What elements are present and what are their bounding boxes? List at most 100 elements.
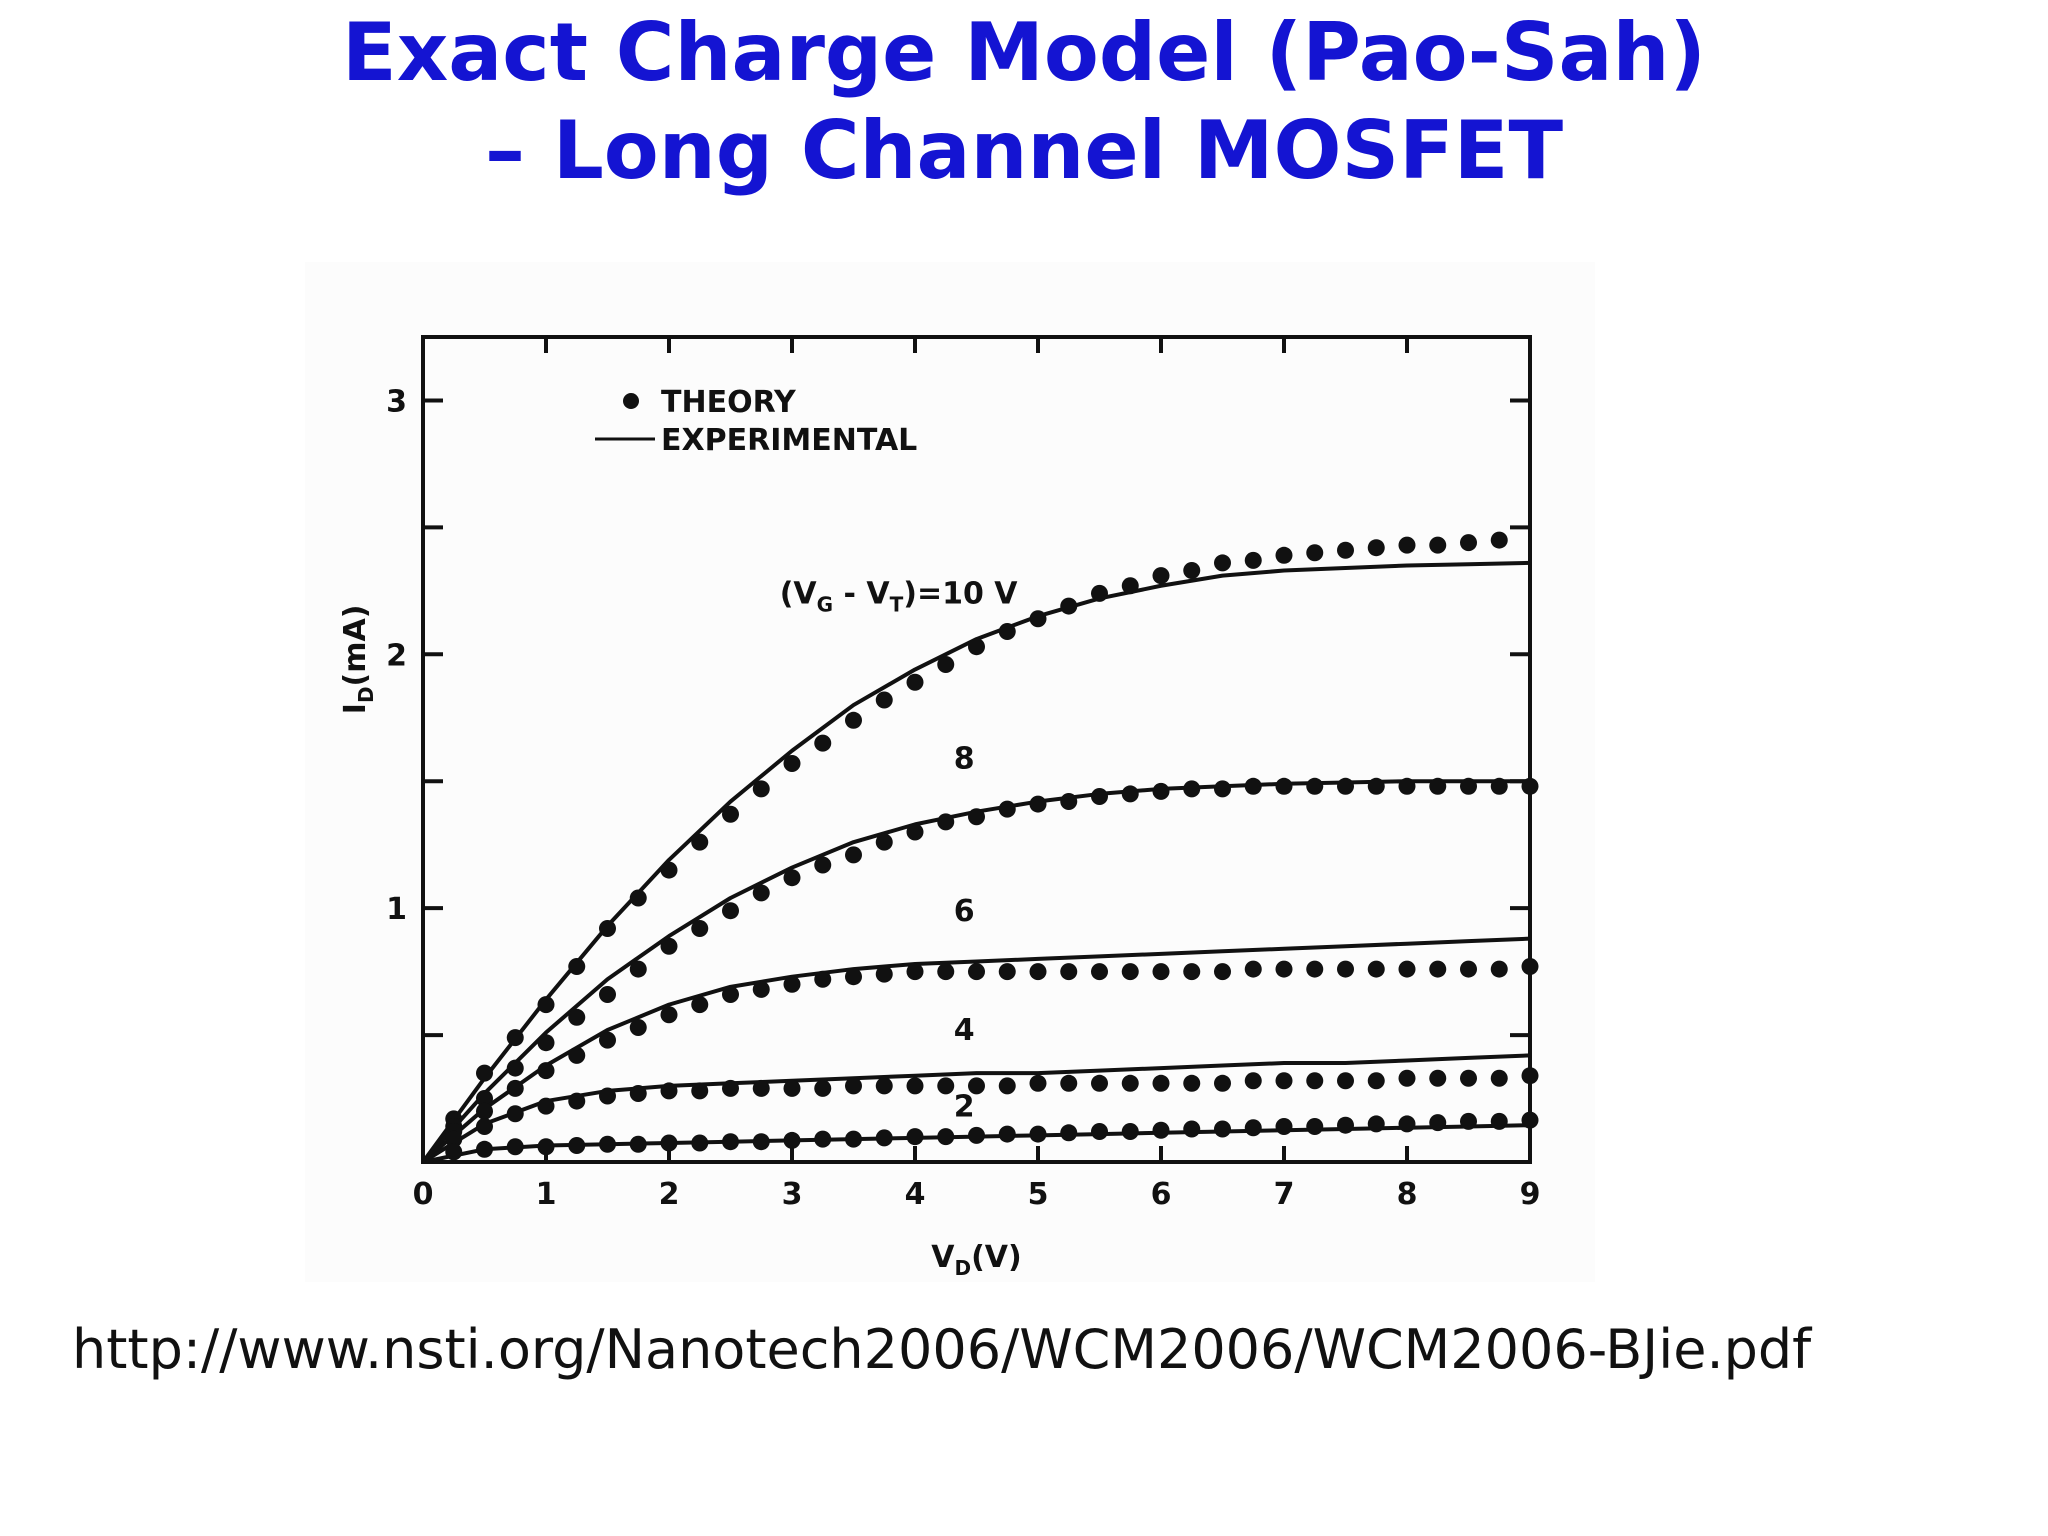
theory-point-8 <box>1521 777 1539 795</box>
figure-scan: 0 1 2 3 4 5 6 7 8 9 1 2 3 VD(V) ID(mA) THEORY EXPERIMENT… <box>305 262 1595 1282</box>
theory-point-2 <box>1244 1119 1262 1137</box>
theory-point-6 <box>998 963 1016 981</box>
theory-point-10v <box>906 673 924 691</box>
theory-point-4 <box>1429 1069 1447 1087</box>
theory-point-10v <box>1367 539 1385 557</box>
theory-point-10v <box>1029 610 1047 628</box>
legend-dot-marker <box>623 393 639 409</box>
theory-point-2 <box>1183 1120 1201 1138</box>
theory-point-6 <box>1121 963 1139 981</box>
theory-point-6 <box>1398 960 1416 978</box>
theory-point-10v <box>1275 546 1293 564</box>
theory-point-8 <box>1029 795 1047 813</box>
theory-point-6 <box>1490 960 1508 978</box>
experimental-curve-6 <box>421 936 1531 1164</box>
legend-experimental-label: EXPERIMENTAL <box>661 423 917 458</box>
theory-point-8 <box>1306 777 1324 795</box>
theory-point-2 <box>752 1133 770 1151</box>
theory-point-8 <box>1152 782 1170 800</box>
theory-point-8 <box>1183 780 1201 798</box>
theory-point-4 <box>722 1079 739 1097</box>
theory-point-6 <box>1367 960 1385 978</box>
theory-point-2 <box>1429 1114 1447 1132</box>
theory-point-10v <box>1429 536 1447 554</box>
theory-point-4 <box>783 1079 801 1097</box>
theory-point-8 <box>1121 785 1139 803</box>
theory-point-2 <box>722 1133 739 1151</box>
theory-point-10v <box>998 622 1016 640</box>
theory-point-6 <box>599 1031 616 1049</box>
theory-point-8 <box>1060 793 1078 811</box>
theory-point-4 <box>599 1087 616 1105</box>
theory-point-4 <box>1152 1074 1170 1092</box>
theory-point-10v <box>506 1029 524 1047</box>
theory-point-6 <box>722 985 739 1003</box>
y-tick-label: 1 <box>386 892 407 927</box>
theory-point-2 <box>968 1126 985 1144</box>
theory-point-8 <box>1337 777 1354 795</box>
theory-point-2 <box>660 1134 678 1152</box>
theory-point-8 <box>1429 777 1447 795</box>
theory-point-6 <box>1029 963 1047 981</box>
theory-point-8 <box>568 1008 586 1026</box>
theory-point-8 <box>752 884 770 902</box>
theory-point-2 <box>783 1131 801 1149</box>
theory-point-8 <box>1367 777 1385 795</box>
theory-point-10v <box>752 780 770 798</box>
theory-point-4 <box>1183 1074 1201 1092</box>
theory-point-2 <box>1337 1116 1354 1134</box>
theory-point-4 <box>1214 1074 1231 1092</box>
theory-point-6 <box>1306 960 1324 978</box>
theory-point-10v <box>1183 562 1201 580</box>
theory-point-4 <box>1337 1072 1354 1090</box>
theory-point-6 <box>476 1102 493 1120</box>
theory-point-8 <box>476 1090 493 1108</box>
theory-point-4 <box>968 1077 985 1095</box>
theory-point-6 <box>845 968 862 986</box>
theory-point-6 <box>1429 960 1447 978</box>
theory-point-10v <box>1091 584 1108 602</box>
theory-point-4 <box>1244 1072 1262 1090</box>
theory-point-2 <box>691 1134 709 1152</box>
theory-point-8 <box>1398 777 1416 795</box>
theory-point-4 <box>1060 1074 1078 1092</box>
theory-point-10v <box>1244 551 1262 569</box>
theory-point-4 <box>506 1105 524 1123</box>
theory-point-2 <box>1306 1117 1324 1135</box>
theory-point-6 <box>875 965 893 983</box>
theory-point-8 <box>998 800 1016 818</box>
x-tick-label: 8 <box>1397 1177 1418 1212</box>
theory-point-2 <box>1214 1120 1231 1138</box>
curve-label-4: 4 <box>954 1013 975 1048</box>
theory-point-6 <box>1244 960 1262 978</box>
theory-point-8 <box>1244 777 1262 795</box>
theory-point-2 <box>875 1129 893 1147</box>
theory-point-4 <box>476 1117 493 1135</box>
theory-point-10v <box>1460 534 1477 552</box>
theory-point-8 <box>968 808 985 826</box>
theory-point-8 <box>1214 780 1231 798</box>
x-tick-label: 1 <box>536 1177 557 1212</box>
theory-point-6 <box>506 1079 524 1097</box>
curve-label-8: 8 <box>954 742 975 777</box>
theory-point-4 <box>1121 1074 1139 1092</box>
theory-point-2 <box>845 1130 862 1148</box>
theory-point-10v <box>629 889 647 907</box>
theory-point-2 <box>1275 1117 1293 1135</box>
theory-point-6 <box>1275 960 1293 978</box>
theory-point-6 <box>937 963 955 981</box>
theory-point-6 <box>629 1018 647 1036</box>
theory-point-4 <box>1306 1072 1324 1090</box>
theory-point-4 <box>660 1082 678 1100</box>
theory-point-8 <box>599 985 616 1003</box>
theory-point-10v <box>937 655 955 673</box>
theory-point-10v <box>1214 554 1231 572</box>
theory-point-10v <box>845 711 862 729</box>
theory-point-4 <box>814 1079 832 1097</box>
x-tick-label: 3 <box>782 1177 803 1212</box>
theory-point-2 <box>1060 1124 1078 1142</box>
theory-point-8 <box>537 1034 555 1052</box>
theory-point-6 <box>906 963 924 981</box>
theory-point-2 <box>568 1137 586 1154</box>
theory-point-4 <box>1490 1069 1508 1087</box>
